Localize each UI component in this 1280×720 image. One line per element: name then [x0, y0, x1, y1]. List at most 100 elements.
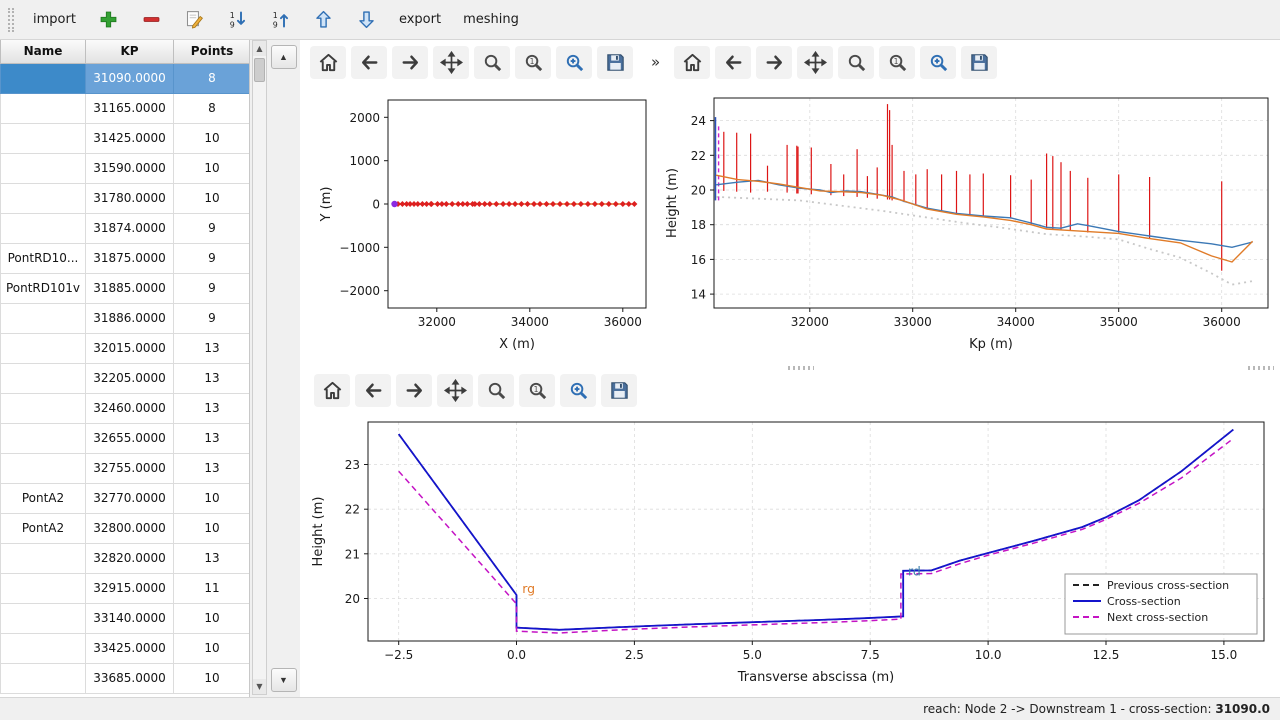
- table-row[interactable]: 31590.0000 10: [0, 152, 249, 184]
- svg-text:1: 1: [273, 11, 278, 20]
- edit-button[interactable]: [177, 5, 212, 35]
- svg-text:20: 20: [691, 184, 706, 198]
- table-row[interactable]: 32015.0000 13: [0, 332, 249, 364]
- save-figure-button[interactable]: [597, 45, 633, 79]
- scrollbar-thumb[interactable]: [254, 58, 265, 82]
- table-row[interactable]: PontA2 32800.0000 10: [0, 512, 249, 544]
- zoom-button[interactable]: [478, 373, 514, 407]
- zoom-button[interactable]: [474, 45, 510, 79]
- table-row[interactable]: 32655.0000 13: [0, 422, 249, 454]
- plan-view-plot[interactable]: 32000 34000 36000 −2000 −1000 0 1000 2000 X (m) Y…: [300, 84, 660, 366]
- forward-button[interactable]: [396, 373, 432, 407]
- table-container: Name KP Points 31090.0000 8 31165.0000 8 31425…: [0, 40, 250, 697]
- forward-button[interactable]: [392, 45, 428, 79]
- table-row[interactable]: 32205.0000 13: [0, 362, 249, 394]
- back-button[interactable]: [351, 45, 387, 79]
- import-button[interactable]: import: [26, 5, 83, 35]
- splitter-handle[interactable]: [788, 366, 814, 370]
- scroll-down-icon[interactable]: ▼: [253, 679, 266, 694]
- zoom-in-button[interactable]: [556, 45, 592, 79]
- table-row[interactable]: 31886.0000 9: [0, 302, 249, 334]
- save-figure-button[interactable]: [961, 45, 998, 79]
- plots-area: 1 » 1 32000 34000 36000 −2000 −1000 0 1000 2000…: [300, 40, 1280, 697]
- svg-text:5.0: 5.0: [743, 648, 762, 662]
- cell-points: 11: [173, 572, 249, 604]
- svg-text:2000: 2000: [349, 111, 380, 125]
- table-header-row: Name KP Points: [0, 40, 249, 64]
- svg-text:rd: rd: [908, 563, 921, 578]
- home-button[interactable]: [314, 373, 350, 407]
- move-up-button[interactable]: [306, 5, 341, 35]
- add-cross-section-button[interactable]: [91, 5, 126, 35]
- table-scrollbar[interactable]: ▲ ▼: [252, 40, 267, 695]
- zoom-original-button[interactable]: 1: [879, 45, 916, 79]
- cell-points: 10: [173, 182, 249, 214]
- move-row-down-button[interactable]: ▼: [270, 668, 297, 692]
- back-button[interactable]: [715, 45, 752, 79]
- table-row[interactable]: 31780.0000 10: [0, 182, 249, 214]
- cell-name: [0, 392, 86, 424]
- table-row[interactable]: 33425.0000 10: [0, 632, 249, 664]
- move-row-up-button[interactable]: ▲: [270, 45, 297, 69]
- pan-icon: [439, 50, 463, 74]
- toolbar-overflow-icon[interactable]: »: [651, 53, 661, 71]
- zoom-original-button[interactable]: 1: [515, 45, 551, 79]
- table-row[interactable]: 32915.0000 11: [0, 572, 249, 604]
- zoom-in-button[interactable]: [920, 45, 957, 79]
- pan-button[interactable]: [433, 45, 469, 79]
- remove-cross-section-button[interactable]: [134, 5, 169, 35]
- zoom-original-button[interactable]: 1: [519, 373, 555, 407]
- cell-points: 13: [173, 392, 249, 424]
- home-button[interactable]: [310, 45, 346, 79]
- edit-icon: [186, 11, 203, 29]
- svg-text:Next cross-section: Next cross-section: [1107, 611, 1208, 624]
- table-row[interactable]: 31425.0000 10: [0, 122, 249, 154]
- save-icon: [610, 381, 628, 399]
- column-header-kp[interactable]: KP: [85, 40, 174, 64]
- cell-name: [0, 122, 86, 154]
- splitter-handle[interactable]: [1248, 366, 1274, 370]
- save-figure-button[interactable]: [601, 373, 637, 407]
- table-row[interactable]: 32820.0000 13: [0, 542, 249, 574]
- table-row[interactable]: PontRD101v 31885.0000 9: [0, 272, 249, 304]
- pan-button[interactable]: [437, 373, 473, 407]
- table-row[interactable]: 32460.0000 13: [0, 392, 249, 424]
- table-row[interactable]: PontA2 32770.0000 10: [0, 482, 249, 514]
- back-button[interactable]: [355, 373, 391, 407]
- zoom-button[interactable]: [838, 45, 875, 79]
- svg-text:22: 22: [691, 149, 706, 163]
- cell-kp: 32460.0000: [85, 392, 174, 424]
- move-down-button[interactable]: [349, 5, 384, 35]
- table-row[interactable]: 33685.0000 10: [0, 662, 249, 694]
- table-row[interactable]: 32755.0000 13: [0, 452, 249, 484]
- cell-name: [0, 572, 86, 604]
- meshing-button[interactable]: meshing: [456, 5, 526, 35]
- table-row[interactable]: 31874.0000 9: [0, 212, 249, 244]
- column-header-name[interactable]: Name: [0, 40, 86, 64]
- longitudinal-profile-plot[interactable]: 32000 33000 34000 35000 36000 14 16 18 20 22 24 Kp …: [660, 84, 1280, 366]
- export-button[interactable]: export: [392, 5, 448, 35]
- column-header-points[interactable]: Points: [173, 40, 249, 64]
- scroll-up-icon[interactable]: ▲: [253, 41, 266, 56]
- cell-kp: 31874.0000: [85, 212, 174, 244]
- table-row[interactable]: PontRD10... 31875.0000 9: [0, 242, 249, 274]
- svg-text:Height (m): Height (m): [311, 497, 326, 567]
- cross-section-plot[interactable]: −2.5 0.0 2.5 5.0 7.5 10.0 12.5 15.0 20 21 22 23 Tran…: [300, 410, 1280, 697]
- pan-button[interactable]: [797, 45, 834, 79]
- table-row[interactable]: 31165.0000 8: [0, 92, 249, 124]
- horizontal-splitter[interactable]: [300, 366, 1280, 370]
- main-content: Name KP Points 31090.0000 8 31165.0000 8 31425…: [0, 40, 1280, 697]
- zoom-in-button[interactable]: [560, 373, 596, 407]
- forward-button[interactable]: [756, 45, 793, 79]
- home-button[interactable]: [674, 45, 711, 79]
- back-icon: [361, 55, 377, 69]
- back-icon: [725, 55, 742, 69]
- cell-name: [0, 632, 86, 664]
- zoom-plus-icon: [570, 382, 587, 399]
- scrollbar-track[interactable]: [253, 56, 266, 679]
- table-row[interactable]: 33140.0000 10: [0, 602, 249, 634]
- table-row[interactable]: 31090.0000 8: [0, 62, 249, 94]
- svg-text:−2000: −2000: [339, 284, 380, 298]
